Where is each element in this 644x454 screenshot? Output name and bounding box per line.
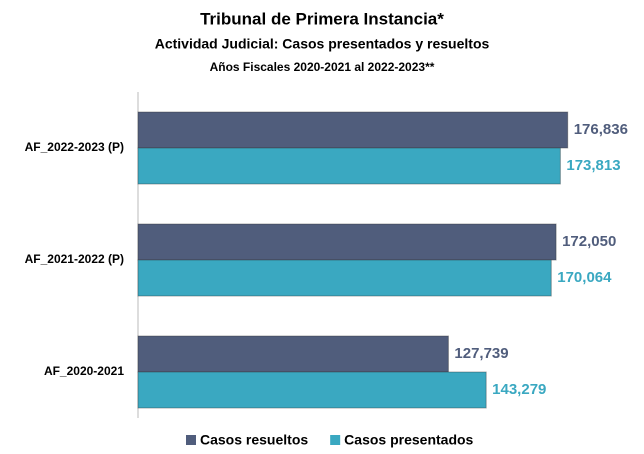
data-label: 127,739 [454,345,508,362]
y-tick-label: AF_2021-2022 (P) [25,252,124,266]
legend-swatch [330,435,341,445]
bar [137,223,557,261]
data-label: 173,813 [566,157,620,174]
bar [137,147,561,185]
bar [137,111,569,149]
data-label: 170,064 [557,269,612,286]
legend-label: Casos resueltos [200,432,308,448]
y-tick-label: AF_2020-2021 [44,364,124,378]
bar [137,259,552,297]
chart-title: Tribunal de Primera Instancia* [200,9,444,28]
y-tick-label: AF_2022-2023 (P) [25,140,124,154]
data-label: 176,836 [574,121,628,138]
bar [137,371,487,409]
chart-subtitle: Actividad Judicial: Casos presentados y … [155,36,490,52]
bar [137,335,449,373]
legend-swatch [186,435,196,445]
data-label: 172,050 [562,233,616,250]
legend-label: Casos presentados [344,432,473,448]
data-label: 143,279 [492,381,546,398]
chart-subtitle: Años Fiscales 2020-2021 al 2022-2023** [210,60,435,74]
